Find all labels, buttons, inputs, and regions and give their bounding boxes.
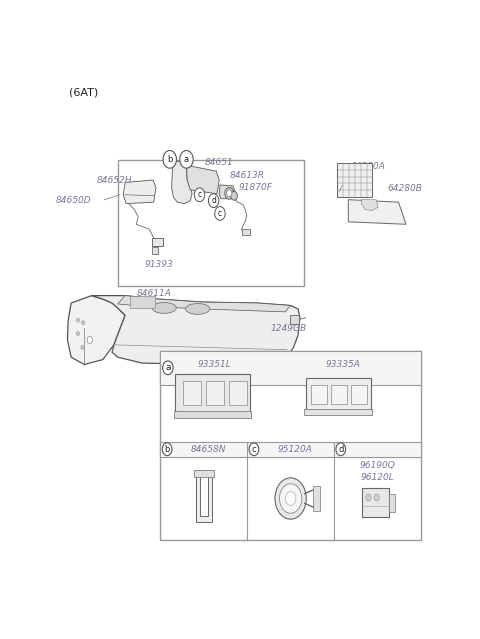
FancyBboxPatch shape [313, 486, 320, 511]
FancyBboxPatch shape [194, 470, 214, 477]
Text: b: b [165, 445, 170, 454]
Circle shape [374, 494, 379, 501]
Circle shape [366, 494, 371, 501]
Text: 91393: 91393 [144, 260, 173, 269]
Circle shape [87, 337, 92, 343]
FancyBboxPatch shape [351, 385, 367, 404]
Circle shape [279, 484, 302, 513]
Polygon shape [118, 296, 290, 312]
Text: 93335A: 93335A [325, 360, 360, 369]
FancyBboxPatch shape [175, 374, 250, 413]
FancyBboxPatch shape [118, 160, 304, 286]
FancyBboxPatch shape [241, 229, 250, 235]
Text: 84652H: 84652H [97, 176, 132, 185]
Text: 95120A: 95120A [277, 445, 312, 454]
Text: (6AT): (6AT) [69, 88, 98, 98]
Circle shape [76, 318, 79, 322]
Polygon shape [172, 161, 192, 204]
Polygon shape [92, 296, 300, 364]
FancyBboxPatch shape [160, 351, 421, 385]
FancyBboxPatch shape [337, 163, 372, 197]
Circle shape [82, 321, 84, 325]
Polygon shape [196, 475, 212, 522]
FancyBboxPatch shape [152, 247, 158, 254]
Circle shape [180, 150, 193, 168]
FancyBboxPatch shape [183, 381, 201, 404]
FancyBboxPatch shape [130, 296, 155, 308]
Circle shape [76, 332, 79, 335]
FancyBboxPatch shape [305, 378, 371, 412]
Text: c: c [197, 190, 202, 199]
Text: c: c [252, 445, 256, 454]
Text: c: c [218, 209, 222, 218]
FancyBboxPatch shape [331, 385, 347, 404]
Polygon shape [361, 199, 378, 210]
Text: 93351L: 93351L [197, 360, 231, 369]
Text: 84650D: 84650D [56, 196, 92, 205]
Circle shape [163, 150, 177, 168]
Text: a: a [184, 155, 189, 164]
Circle shape [231, 191, 238, 200]
Polygon shape [67, 296, 125, 364]
FancyBboxPatch shape [160, 442, 421, 457]
Polygon shape [219, 185, 235, 199]
Text: 84651: 84651 [205, 158, 234, 167]
Text: d: d [211, 196, 216, 205]
Polygon shape [123, 180, 156, 204]
Circle shape [336, 443, 346, 456]
Circle shape [81, 345, 84, 350]
Circle shape [162, 443, 172, 456]
Ellipse shape [152, 302, 176, 313]
Polygon shape [186, 166, 219, 194]
Text: 64280B: 64280B [387, 185, 422, 194]
FancyBboxPatch shape [389, 493, 396, 512]
Circle shape [286, 491, 296, 505]
FancyBboxPatch shape [160, 351, 421, 540]
FancyBboxPatch shape [174, 411, 251, 417]
Circle shape [215, 206, 225, 220]
Text: a: a [165, 364, 170, 373]
FancyBboxPatch shape [290, 315, 299, 324]
Circle shape [225, 187, 234, 199]
FancyBboxPatch shape [362, 488, 389, 517]
Text: 1249GB: 1249GB [270, 324, 306, 333]
Circle shape [275, 478, 306, 519]
Circle shape [227, 190, 232, 197]
Text: b: b [167, 155, 172, 164]
FancyBboxPatch shape [311, 385, 327, 404]
FancyBboxPatch shape [304, 409, 372, 415]
Text: 84613R: 84613R [229, 171, 264, 180]
Circle shape [249, 443, 259, 456]
Ellipse shape [186, 304, 210, 314]
Text: 64280A: 64280A [350, 162, 385, 171]
Text: 91870F: 91870F [239, 183, 273, 192]
Circle shape [208, 194, 219, 208]
FancyBboxPatch shape [229, 381, 247, 404]
FancyBboxPatch shape [206, 381, 224, 404]
Text: 96190Q
96120L: 96190Q 96120L [360, 461, 396, 482]
Text: 84658N: 84658N [191, 445, 226, 454]
Polygon shape [348, 199, 406, 224]
FancyBboxPatch shape [152, 238, 163, 246]
Circle shape [163, 361, 173, 374]
Circle shape [194, 188, 204, 202]
Text: 84611A: 84611A [136, 289, 171, 298]
Text: d: d [338, 445, 343, 454]
